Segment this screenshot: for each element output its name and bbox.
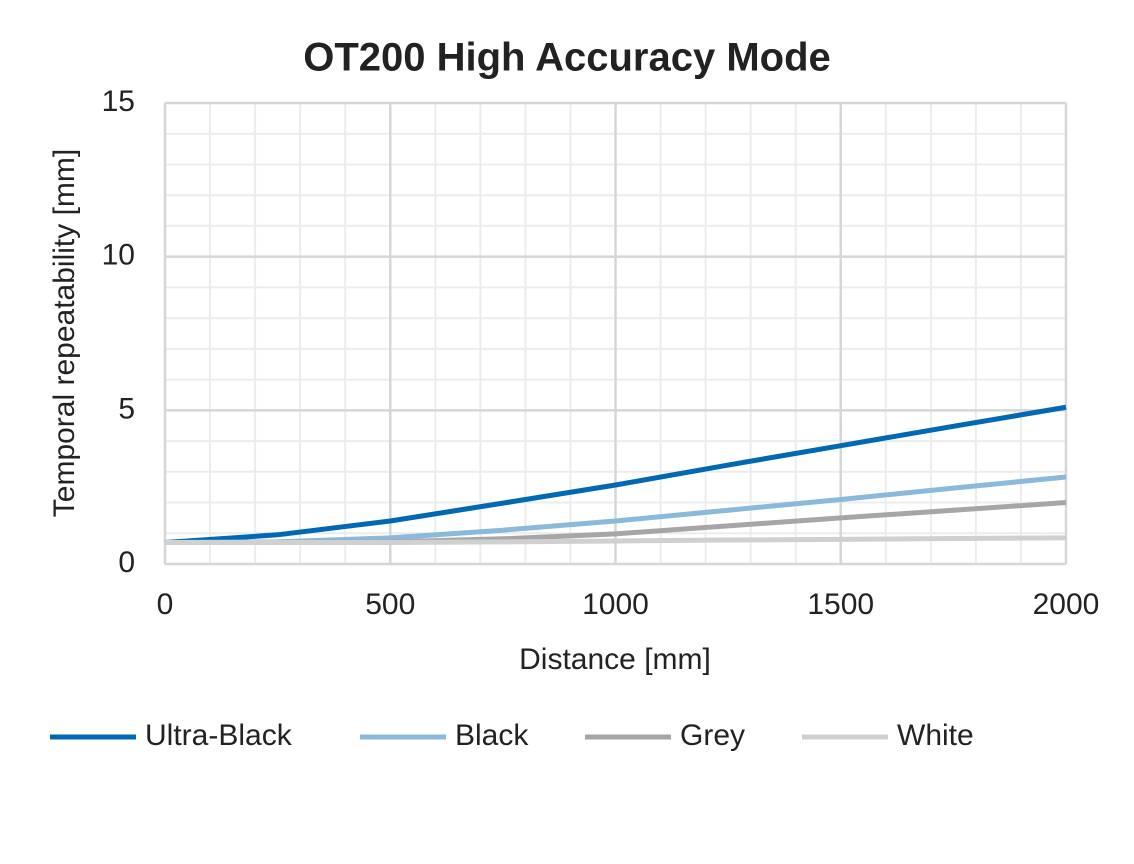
data-line bbox=[164, 404, 1067, 545]
x-axis-label: Distance [mm] bbox=[519, 643, 711, 676]
x-tick-label: 1000 bbox=[582, 588, 649, 621]
x-tick-label: 500 bbox=[365, 588, 415, 621]
y-axis-label: Temporal repeatability [mm] bbox=[48, 149, 81, 517]
legend-label: Ultra-Black bbox=[145, 719, 293, 752]
chart-title: OT200 High Accuracy Mode bbox=[303, 36, 831, 80]
y-tick-label: 15 bbox=[102, 85, 135, 118]
legend-label: White bbox=[897, 719, 974, 752]
x-tick-label: 1500 bbox=[807, 588, 874, 621]
y-tick-label: 5 bbox=[118, 392, 135, 425]
x-tick-label: 2000 bbox=[1033, 588, 1100, 621]
legend-label: Grey bbox=[680, 719, 745, 752]
x-tick-label: 0 bbox=[157, 588, 174, 621]
y-tick-label: 10 bbox=[102, 239, 135, 272]
legend-label: Black bbox=[455, 719, 529, 752]
data-line bbox=[165, 535, 1067, 545]
y-tick-label: 0 bbox=[118, 546, 135, 579]
